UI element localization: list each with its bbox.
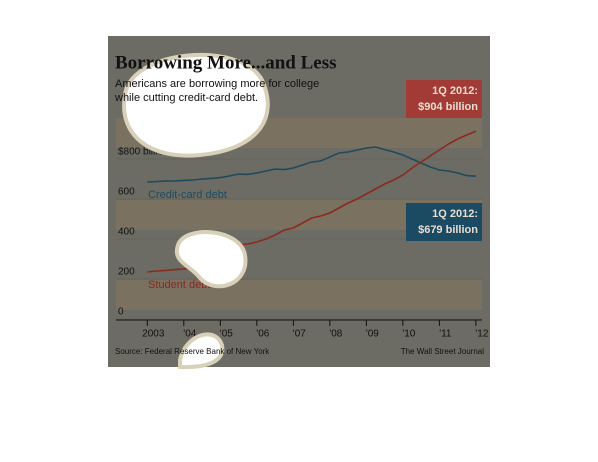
x-tick-label: '06: [256, 329, 269, 340]
y-tick-label: 0: [118, 307, 124, 318]
series-label: Credit-card debt: [148, 189, 227, 201]
annotation-text: $679 billion: [418, 224, 478, 236]
title: Borrowing More...and Less: [115, 52, 337, 73]
subtitle: Americans are borrowing more for college: [115, 78, 319, 90]
y-tick-label: 200: [118, 267, 135, 278]
y-tick-label: 600: [118, 187, 135, 198]
annotation-box: [406, 80, 482, 118]
x-tick-label: '07: [293, 329, 306, 340]
x-tick-label: '04: [183, 329, 196, 340]
y-tick-label: 400: [118, 227, 135, 238]
plot: 0 200 400 600 $800 billion 2003 '04 '05 '06 '07 '0…: [116, 80, 489, 340]
annotation-text: 1Q 2012:: [432, 208, 478, 220]
annotation-box: [406, 203, 482, 241]
annotation-text: $904 billion: [418, 101, 478, 113]
x-tick-label: '05: [220, 329, 233, 340]
highlight-blob: [122, 53, 270, 158]
highlight-blob: [174, 230, 248, 289]
source: Source: Federal Reserve Bank of New York: [115, 347, 270, 356]
credit: The Wall Street Journal: [401, 347, 485, 356]
highlight-blob: [178, 332, 225, 370]
x-tick-label: '10: [402, 329, 415, 340]
annotation-text: 1Q 2012:: [432, 85, 478, 97]
band: [116, 280, 482, 310]
x-tick-label: '12: [475, 329, 488, 340]
x-tick-label: 2003: [142, 329, 165, 340]
x-tick-label: '08: [329, 329, 342, 340]
series-line: [147, 146, 476, 183]
subtitle: while cutting credit-card debt.: [114, 92, 258, 104]
series-label: Student debt: [148, 279, 210, 291]
y-tick-label: $800 billion: [118, 147, 169, 158]
x-tick-label: '09: [366, 329, 379, 340]
x-tick-label: '11: [439, 329, 452, 340]
